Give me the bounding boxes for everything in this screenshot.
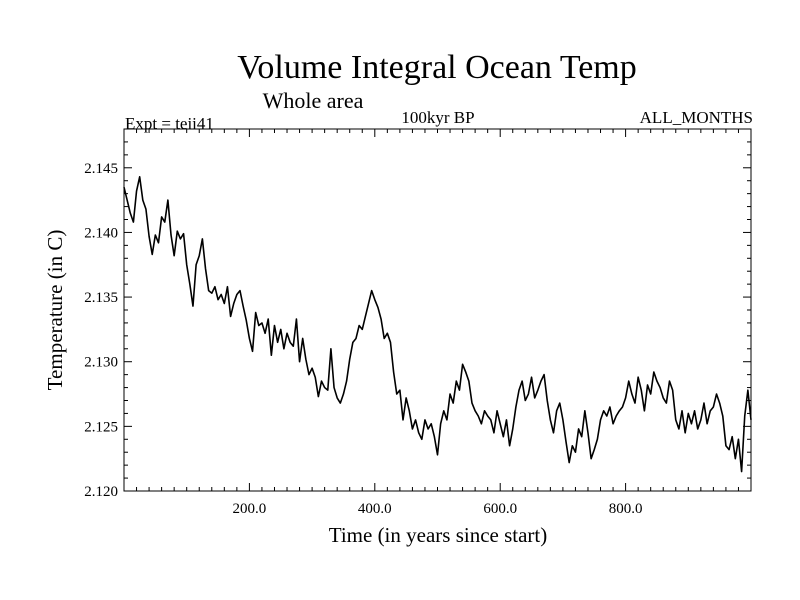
y-tick-label: 2.135	[84, 290, 118, 306]
expt-annotation: Expt = teii41	[125, 114, 214, 133]
x-axis-label: Time (in years since start)	[329, 523, 548, 547]
y-tick-label: 2.130	[84, 355, 118, 371]
x-tick-label: 400.0	[358, 501, 392, 517]
y-tick-label: 2.140	[84, 225, 118, 241]
chart-subtitle: Whole area	[263, 88, 364, 113]
chart-title: Volume Integral Ocean Temp	[237, 49, 637, 86]
x-tick-label: 800.0	[609, 501, 643, 517]
y-tick-label: 2.125	[84, 419, 118, 435]
months-annotation: ALL_MONTHS	[640, 108, 753, 127]
period-annotation: 100kyr BP	[401, 108, 474, 127]
axis-tick-labels: 200.0 400.0 600.0 800.0 2.120 2.125 2.130 2.135…	[84, 161, 642, 517]
series-line-1	[123, 176, 752, 473]
series-layer	[123, 176, 752, 473]
x-tick-label: 200.0	[233, 501, 267, 517]
x-tick-label: 600.0	[483, 501, 517, 517]
y-tick-label: 2.145	[84, 161, 118, 177]
y-axis-label: Temperature (in C)	[43, 230, 67, 391]
plot-frame	[123, 128, 752, 492]
y-tick-label: 2.120	[84, 484, 118, 500]
